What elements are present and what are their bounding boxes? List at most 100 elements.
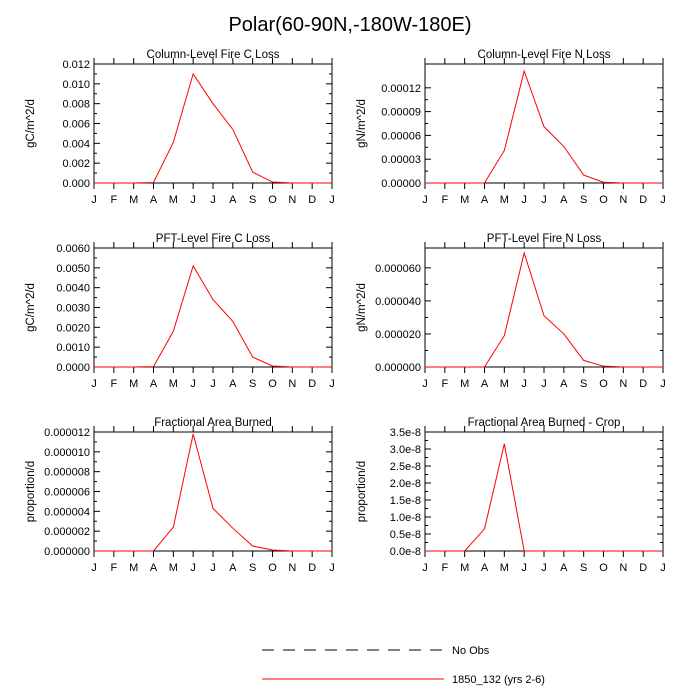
x-tick-label: J (329, 562, 335, 574)
y-tick-label: 0.000006 (44, 487, 90, 499)
x-tick-label: F (110, 194, 117, 206)
series-line (425, 251, 663, 368)
y-tick-label: 0.000 (62, 178, 90, 190)
y-tick-label: 0.000000 (44, 546, 90, 558)
chart-panel: Fractional Area Burned - Crop proportion/… (356, 417, 666, 574)
y-tick-label: 0.000040 (375, 296, 421, 308)
x-tick-label: A (560, 194, 568, 206)
series-line (425, 69, 663, 184)
x-tick-label: N (619, 378, 627, 390)
y-tick-label: 0.006 (62, 119, 90, 131)
x-tick-label: J (210, 562, 216, 574)
x-tick-label: M (129, 378, 138, 390)
x-tick-label: A (481, 194, 489, 206)
x-tick-label: N (619, 562, 627, 574)
legend: No Obs 1850_132 (yrs 2-6) (262, 645, 545, 686)
y-tick-label: 0.0000 (56, 362, 90, 374)
x-tick-label: F (441, 562, 448, 574)
y-tick-label: 1.5e-8 (390, 495, 421, 507)
plot-frame (424, 431, 664, 552)
x-tick-label: M (169, 194, 178, 206)
x-tick-label: J (541, 378, 547, 390)
x-tick-label: S (580, 194, 587, 206)
panel-title: PFT-Level Fire N Loss (487, 233, 602, 245)
y-tick-label: 0.008 (62, 99, 90, 111)
x-tick-label: J (210, 378, 216, 390)
x-tick-label: A (481, 562, 489, 574)
x-tick-label: J (210, 194, 216, 206)
x-tick-label: J (521, 378, 527, 390)
x-tick-label: A (229, 562, 237, 574)
x-tick-label: D (639, 378, 647, 390)
panel-title: Column-Level Fire C Loss (147, 49, 280, 61)
y-tick-label: 0.0e-8 (390, 546, 421, 558)
x-tick-label: N (288, 378, 296, 390)
y-tick-label: 0.000020 (375, 329, 421, 341)
x-tick-label: J (521, 194, 527, 206)
x-tick-label: A (481, 378, 489, 390)
y-tick-label: 0.002 (62, 158, 90, 170)
y-tick-label: 0.00003 (381, 154, 421, 166)
y-tick-label: 1.0e-8 (390, 512, 421, 524)
x-tick-label: D (639, 194, 647, 206)
y-tick-label: 0.00009 (381, 107, 421, 119)
y-tick-label: 0.010 (62, 79, 90, 91)
x-tick-label: D (308, 562, 316, 574)
legend-label: 1850_132 (yrs 2-6) (452, 674, 545, 686)
x-tick-label: J (422, 194, 428, 206)
series-line (425, 443, 663, 552)
y-tick-label: 0.004 (62, 138, 90, 150)
x-tick-label: A (560, 562, 568, 574)
y-tick-label: 2.0e-8 (390, 478, 421, 490)
x-tick-label: O (268, 194, 277, 206)
y-tick-label: 3.5e-8 (390, 427, 421, 439)
x-tick-label: N (288, 194, 296, 206)
panel-title: PFT-Level Fire C Loss (156, 233, 271, 245)
y-tick-label: 0.000060 (375, 263, 421, 275)
x-tick-label: S (249, 378, 256, 390)
y-tick-label: 0.0050 (56, 263, 90, 275)
x-tick-label: M (129, 562, 138, 574)
x-tick-label: J (329, 378, 335, 390)
series-line (94, 264, 332, 368)
x-tick-label: M (500, 562, 509, 574)
plot-frame (93, 63, 333, 184)
x-tick-label: J (91, 378, 97, 390)
x-tick-label: O (268, 562, 277, 574)
x-tick-label: M (460, 194, 469, 206)
x-tick-label: F (110, 378, 117, 390)
legend-label: No Obs (452, 645, 490, 657)
x-tick-label: F (110, 562, 117, 574)
y-tick-label: 0.000010 (44, 447, 90, 459)
chart-panel: PFT-Level Fire N Loss gN/m^2/d 0.000000 0.0… (356, 233, 666, 390)
x-tick-label: J (329, 194, 335, 206)
x-tick-label: J (190, 194, 196, 206)
x-tick-label: S (249, 562, 256, 574)
x-tick-label: M (460, 562, 469, 574)
x-tick-label: O (599, 378, 608, 390)
x-tick-label: A (150, 562, 158, 574)
x-tick-label: J (521, 562, 527, 574)
plot-frame (93, 247, 333, 368)
x-tick-label: S (580, 378, 587, 390)
x-tick-label: M (500, 194, 509, 206)
y-tick-label: 0.0030 (56, 303, 90, 315)
series-line (94, 72, 332, 184)
panel-title: Column-Level Fire N Loss (478, 49, 611, 61)
plot-frame (424, 63, 664, 184)
chart-panel: Column-Level Fire N Loss gN/m^2/d 0.00000 0… (356, 49, 666, 206)
x-tick-label: J (422, 562, 428, 574)
y-tick-label: 0.00006 (381, 130, 421, 142)
chart-panel: Column-Level Fire C Loss gC/m^2/d 0.000 0.0… (25, 49, 335, 206)
y-axis-label: gN/m^2/d (356, 99, 368, 148)
x-tick-label: A (150, 194, 158, 206)
x-tick-label: J (660, 562, 666, 574)
x-tick-label: F (441, 194, 448, 206)
chart-panel: PFT-Level Fire C Loss gC/m^2/d 0.0000 0.001… (25, 233, 335, 390)
x-tick-label: F (441, 378, 448, 390)
panel-title: Fractional Area Burned (154, 417, 272, 429)
plot-frame (93, 431, 333, 552)
x-tick-label: J (541, 562, 547, 574)
